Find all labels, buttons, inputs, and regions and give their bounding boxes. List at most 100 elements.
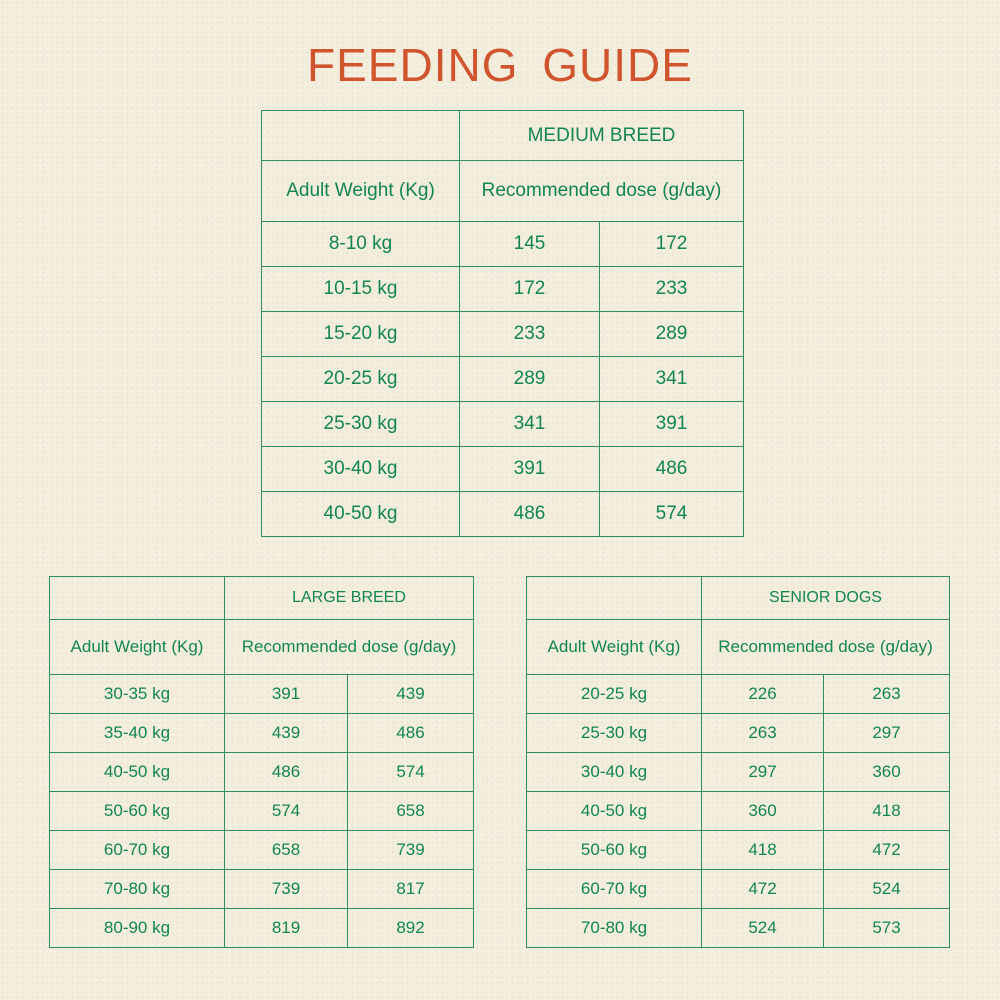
table-row: 70-80 kg 524 573 — [526, 908, 950, 948]
weight-cell: 80-90 kg — [49, 908, 225, 948]
table-row: 15-20 kg 233 289 — [261, 311, 745, 357]
weight-cell: 70-80 kg — [49, 869, 225, 909]
dose-min-cell: 360 — [701, 791, 824, 831]
weight-column-header: Adult Weight (Kg) — [49, 619, 225, 675]
dose-min-cell: 263 — [701, 713, 824, 753]
table-title-row: SENIOR DOGS — [526, 576, 950, 620]
weight-cell: 30-35 kg — [49, 674, 225, 714]
dose-min-cell: 486 — [459, 491, 600, 537]
dose-min-cell: 574 — [224, 791, 348, 831]
weight-cell: 10-15 kg — [261, 266, 460, 312]
dose-min-cell: 297 — [701, 752, 824, 792]
empty-corner-cell — [526, 576, 702, 620]
table-row: 50-60 kg 574 658 — [49, 791, 474, 831]
dose-min-cell: 233 — [459, 311, 600, 357]
dose-min-cell: 472 — [701, 869, 824, 909]
weight-cell: 40-50 kg — [49, 752, 225, 792]
table-row: 40-50 kg 360 418 — [526, 791, 950, 831]
empty-corner-cell — [261, 110, 460, 161]
table-row: 20-25 kg 226 263 — [526, 674, 950, 714]
dose-max-cell: 418 — [823, 791, 950, 831]
dose-max-cell: 263 — [823, 674, 950, 714]
dose-max-cell: 341 — [598, 356, 745, 402]
table-title-row: LARGE BREED — [49, 576, 474, 620]
table-row: 80-90 kg 819 892 — [49, 908, 474, 948]
weight-cell: 30-40 kg — [526, 752, 702, 792]
dose-max-cell: 391 — [598, 401, 745, 447]
dose-max-cell: 486 — [347, 713, 474, 753]
dose-max-cell: 739 — [347, 830, 474, 870]
dose-max-cell: 573 — [823, 908, 950, 948]
weight-cell: 25-30 kg — [261, 401, 460, 447]
senior-dogs-table: SENIOR DOGS Adult Weight (Kg) Recommende… — [526, 576, 950, 948]
weight-cell: 30-40 kg — [261, 446, 460, 492]
table-title-row: MEDIUM BREED — [261, 110, 745, 161]
dose-min-cell: 289 — [459, 356, 600, 402]
dose-min-cell: 658 — [224, 830, 348, 870]
dose-max-cell: 817 — [347, 869, 474, 909]
weight-cell: 50-60 kg — [526, 830, 702, 870]
dose-max-cell: 172 — [598, 221, 745, 267]
page-title: FEEDING GUIDE — [307, 39, 693, 91]
weight-cell: 20-25 kg — [526, 674, 702, 714]
table-row: 50-60 kg 418 472 — [526, 830, 950, 870]
table-row: 40-50 kg 486 574 — [49, 752, 474, 792]
table-row: 60-70 kg 658 739 — [49, 830, 474, 870]
weight-cell: 70-80 kg — [526, 908, 702, 948]
weight-cell: 40-50 kg — [526, 791, 702, 831]
weight-cell: 25-30 kg — [526, 713, 702, 753]
dose-min-cell: 524 — [701, 908, 824, 948]
dose-max-cell: 574 — [347, 752, 474, 792]
breed-title: MEDIUM BREED — [458, 110, 745, 161]
breed-title: LARGE BREED — [224, 576, 474, 620]
dose-max-cell: 524 — [823, 869, 950, 909]
weight-cell: 50-60 kg — [49, 791, 225, 831]
table-row: 20-25 kg 289 341 — [261, 356, 745, 402]
table-row: 10-15 kg 172 233 — [261, 266, 745, 312]
table-header-row: Adult Weight (Kg) Recommended dose (g/da… — [261, 160, 745, 222]
weight-cell: 60-70 kg — [49, 830, 225, 870]
dose-min-cell: 439 — [224, 713, 348, 753]
weight-cell: 40-50 kg — [261, 491, 460, 537]
table-row: 25-30 kg 263 297 — [526, 713, 950, 753]
dose-min-cell: 226 — [701, 674, 824, 714]
table-row: 8-10 kg 145 172 — [261, 221, 745, 267]
weight-cell: 35-40 kg — [49, 713, 225, 753]
weight-column-header: Adult Weight (Kg) — [526, 619, 702, 675]
table-header-row: Adult Weight (Kg) Recommended dose (g/da… — [49, 619, 474, 675]
dose-max-cell: 439 — [347, 674, 474, 714]
dose-min-cell: 739 — [224, 869, 348, 909]
dose-min-cell: 172 — [459, 266, 600, 312]
dose-max-cell: 360 — [823, 752, 950, 792]
empty-corner-cell — [49, 576, 225, 620]
dose-min-cell: 145 — [459, 221, 600, 267]
dose-min-cell: 391 — [459, 446, 600, 492]
weight-cell: 8-10 kg — [261, 221, 460, 267]
dose-min-cell: 486 — [224, 752, 348, 792]
dose-min-cell: 819 — [224, 908, 348, 948]
table-row: 70-80 kg 739 817 — [49, 869, 474, 909]
table-row: 60-70 kg 472 524 — [526, 869, 950, 909]
dose-max-cell: 289 — [598, 311, 745, 357]
table-row: 30-40 kg 391 486 — [261, 446, 745, 492]
dose-min-cell: 341 — [459, 401, 600, 447]
dose-max-cell: 486 — [598, 446, 745, 492]
dose-max-cell: 892 — [347, 908, 474, 948]
table-row: 35-40 kg 439 486 — [49, 713, 474, 753]
dose-column-header: Recommended dose (g/day) — [458, 160, 745, 222]
table-header-row: Adult Weight (Kg) Recommended dose (g/da… — [526, 619, 950, 675]
dose-max-cell: 472 — [823, 830, 950, 870]
dose-min-cell: 418 — [701, 830, 824, 870]
dose-column-header: Recommended dose (g/day) — [701, 619, 950, 675]
table-row: 30-40 kg 297 360 — [526, 752, 950, 792]
weight-cell: 60-70 kg — [526, 869, 702, 909]
weight-cell: 15-20 kg — [261, 311, 460, 357]
weight-column-header: Adult Weight (Kg) — [261, 160, 460, 222]
breed-title: SENIOR DOGS — [701, 576, 950, 620]
dose-max-cell: 574 — [598, 491, 745, 537]
dose-min-cell: 391 — [224, 674, 348, 714]
dose-max-cell: 233 — [598, 266, 745, 312]
table-row: 30-35 kg 391 439 — [49, 674, 474, 714]
dose-max-cell: 297 — [823, 713, 950, 753]
dose-column-header: Recommended dose (g/day) — [224, 619, 474, 675]
